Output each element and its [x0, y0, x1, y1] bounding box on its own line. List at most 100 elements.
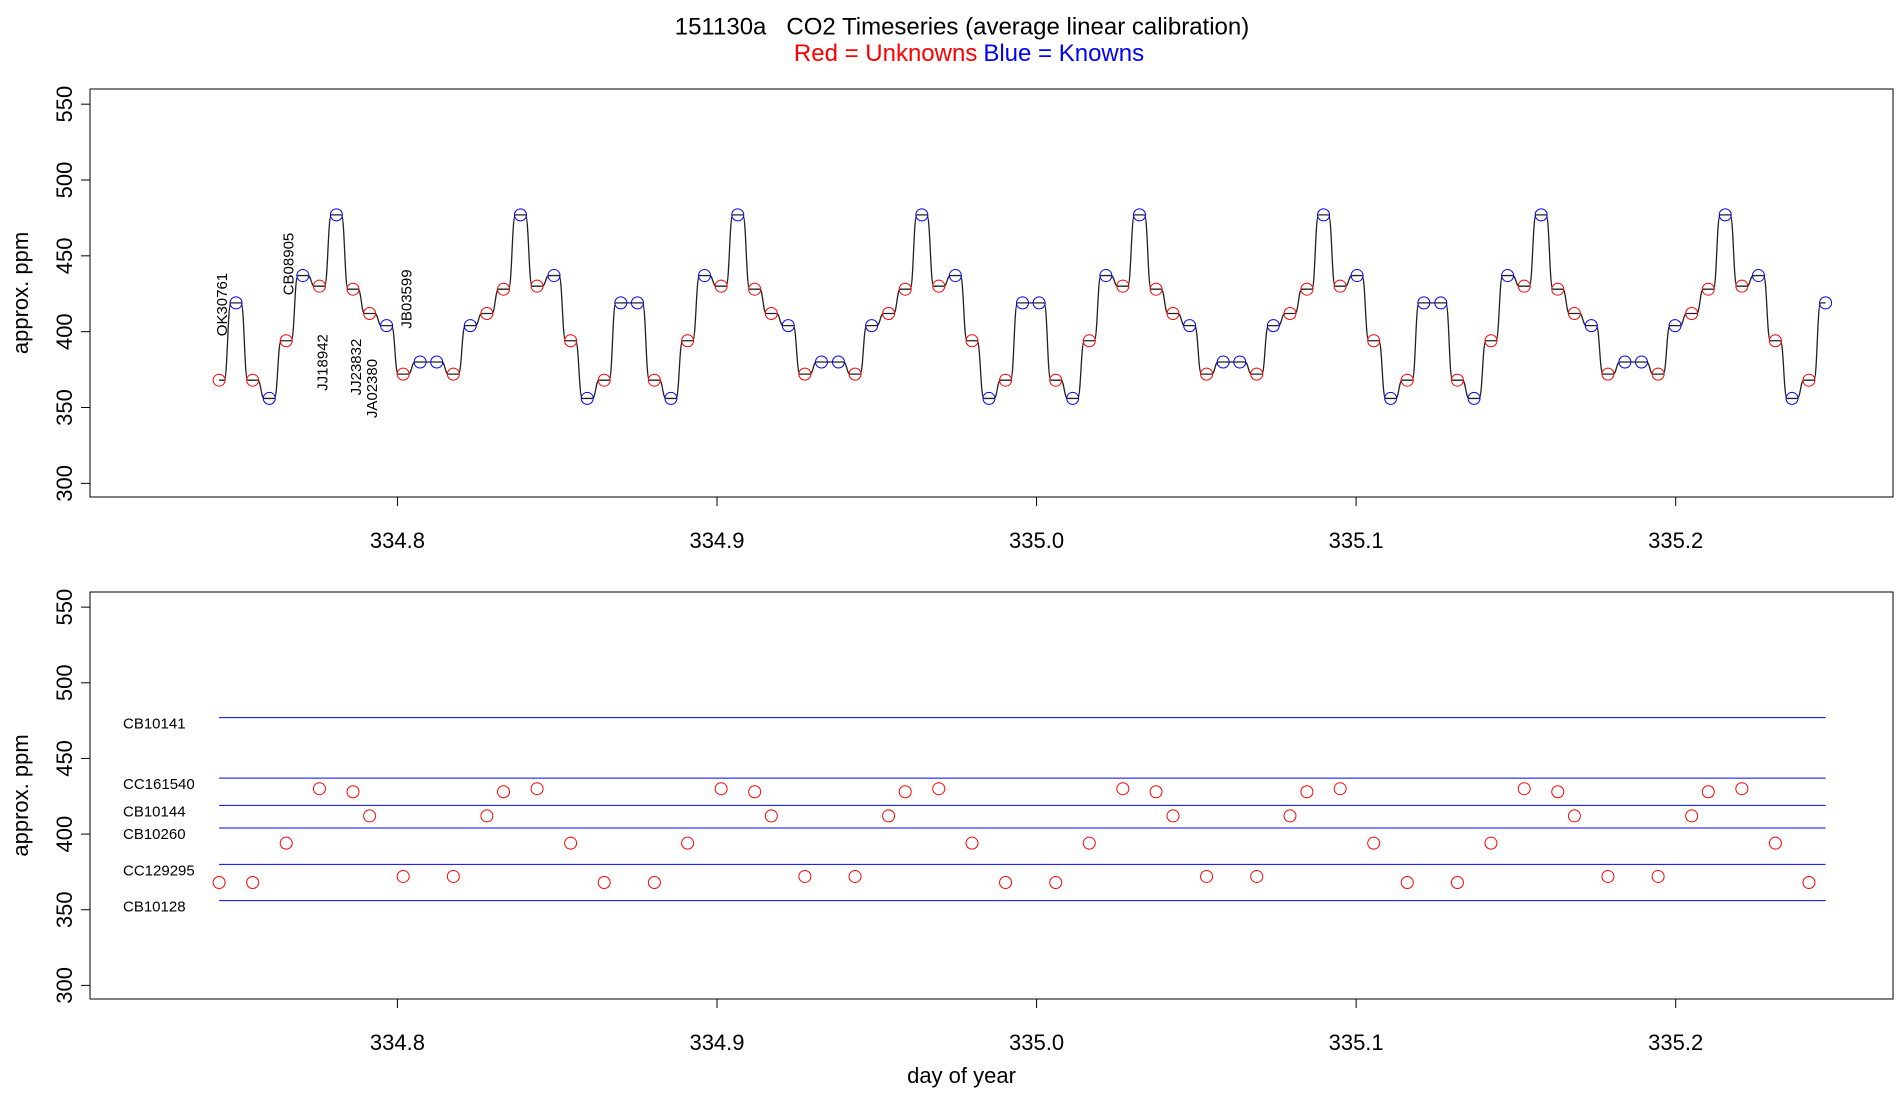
unknown-point — [1300, 785, 1314, 799]
unknown-point — [1400, 875, 1414, 889]
sample-point — [1618, 355, 1632, 369]
sample-point — [1200, 367, 1214, 381]
sample-point — [396, 367, 410, 381]
sample-point — [1400, 373, 1414, 387]
unknown-point — [1567, 809, 1581, 823]
sample-point — [1601, 367, 1615, 381]
sample-point — [1132, 208, 1146, 222]
sample-point — [630, 296, 644, 310]
y-axis-label: approx. ppm — [8, 734, 33, 856]
unknown-point — [1049, 875, 1063, 889]
x-tick-label: 335.1 — [1329, 1030, 1384, 1055]
sample-point — [497, 282, 511, 296]
sample-point — [1501, 269, 1515, 283]
y-tick-label: 450 — [52, 740, 77, 777]
unknown-point — [1200, 869, 1214, 883]
sample-label: JJ23832 — [348, 339, 365, 396]
y-tick-label: 500 — [52, 664, 77, 701]
x-tick-label: 335.2 — [1648, 1030, 1703, 1055]
sample-point — [1517, 279, 1531, 293]
sample-point — [346, 282, 360, 296]
plot-frame — [89, 88, 1894, 498]
sample-point — [781, 319, 795, 333]
unknown-point — [1082, 836, 1096, 850]
sample-point — [965, 334, 979, 348]
sample-point — [312, 279, 326, 293]
x-tick-label: 334.8 — [370, 528, 425, 553]
chart-title: 151130a CO2 Timeseries (average linear c… — [675, 13, 1250, 40]
unknown-point — [1685, 809, 1699, 823]
reference-label: CC161540 — [123, 776, 195, 793]
plot-frame — [89, 591, 1894, 1000]
sample-point — [1584, 319, 1598, 333]
sample-point — [1668, 319, 1682, 333]
sample-point — [1751, 269, 1765, 283]
x-tick-label: 335.0 — [1009, 1030, 1064, 1055]
sample-point — [1166, 306, 1180, 320]
unknown-point — [681, 836, 695, 850]
sample-point — [865, 319, 879, 333]
y-tick-label: 400 — [52, 313, 77, 350]
reference-label: CB10141 — [123, 716, 186, 733]
sample-point — [1300, 282, 1314, 296]
reference-label: CB10144 — [123, 803, 186, 820]
sample-point — [229, 296, 243, 310]
sample-point — [1701, 282, 1715, 296]
x-tick-label: 334.9 — [689, 528, 744, 553]
unknown-point — [1601, 869, 1615, 883]
x-tick-label: 334.9 — [689, 1030, 744, 1055]
sample-point — [413, 355, 427, 369]
sample-point — [1819, 296, 1833, 310]
unknown-point — [1768, 836, 1782, 850]
sample-point — [1484, 334, 1498, 348]
sample-point — [814, 355, 828, 369]
sample-point — [530, 279, 544, 293]
sample-point — [1082, 334, 1096, 348]
y-tick-label: 550 — [52, 589, 77, 626]
sample-point — [380, 319, 394, 333]
unknown-point — [965, 836, 979, 850]
sample-point — [932, 279, 946, 293]
unknown-point — [396, 869, 410, 883]
unknown-point — [1149, 785, 1163, 799]
sample-point — [1066, 391, 1080, 405]
sample-point — [513, 208, 527, 222]
unknown-point — [480, 809, 494, 823]
sample-label: CB08905 — [280, 233, 297, 296]
sample-point — [1768, 334, 1782, 348]
unknown-point — [212, 875, 226, 889]
sample-point — [1467, 391, 1481, 405]
unknown-point — [1802, 875, 1816, 889]
sample-point — [731, 208, 745, 222]
sample-label: JJ18942 — [315, 334, 332, 391]
unknown-point — [1166, 809, 1180, 823]
unknown-point — [497, 785, 511, 799]
sample-point — [547, 269, 561, 283]
unknown-point — [1116, 782, 1130, 796]
x-axis-label: day of year — [907, 1063, 1016, 1088]
y-tick-label: 300 — [52, 967, 77, 1004]
unknown-point — [882, 809, 896, 823]
reference-label: CC129295 — [123, 862, 195, 879]
y-tick-label: 350 — [52, 891, 77, 928]
sample-point — [1116, 279, 1130, 293]
sample-point — [246, 373, 260, 387]
sample-point — [915, 208, 929, 222]
sample-point — [1685, 306, 1699, 320]
unknown-point — [1367, 836, 1381, 850]
sample-point — [1384, 391, 1398, 405]
y-axis-label: approx. ppm — [8, 232, 33, 354]
sample-point — [748, 282, 762, 296]
sample-point — [1450, 373, 1464, 387]
unknown-point — [1450, 875, 1464, 889]
sample-label: OK30761 — [214, 273, 231, 336]
sample-point — [982, 391, 996, 405]
y-tick-label: 450 — [52, 237, 77, 274]
sample-point — [798, 367, 812, 381]
sample-point — [363, 306, 377, 320]
y-tick-label: 550 — [52, 86, 77, 123]
reference-label: CB10128 — [123, 899, 186, 916]
sample-label: JA02380 — [364, 359, 381, 418]
sample-point — [898, 282, 912, 296]
